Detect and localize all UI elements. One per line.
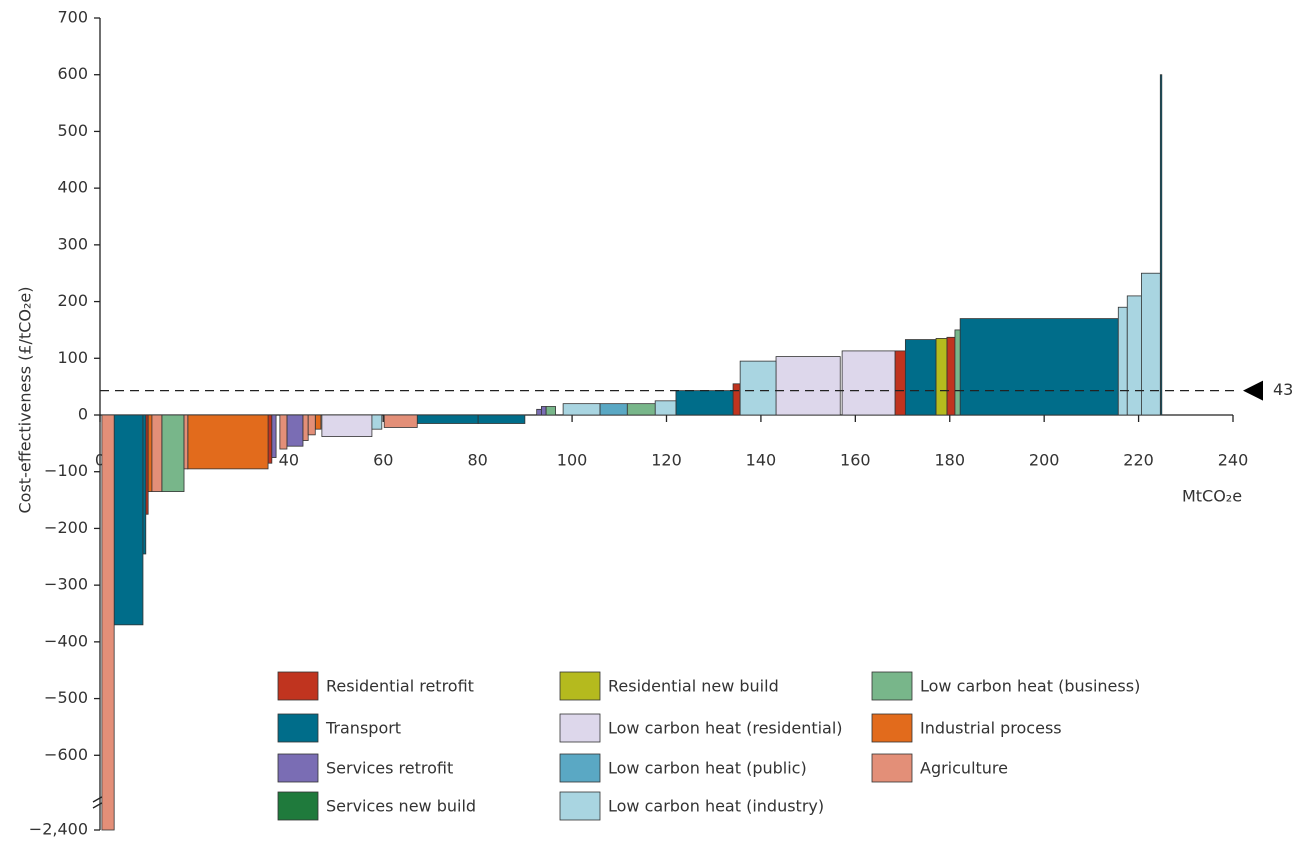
bar <box>675 390 734 416</box>
legend-label: Services new build <box>326 797 476 816</box>
bar <box>267 414 273 464</box>
x-tick-label: 140 <box>746 451 777 470</box>
bar <box>1117 306 1128 416</box>
legend-swatch <box>277 713 319 743</box>
x-tick-label: 0 <box>95 451 105 470</box>
legend-swatch <box>277 671 319 701</box>
legend-label: Transport <box>325 719 401 738</box>
x-tick-label: 160 <box>840 451 871 470</box>
legend-swatch <box>559 713 601 743</box>
bar <box>383 414 418 428</box>
bar <box>904 339 937 416</box>
bar <box>626 403 656 416</box>
bar <box>946 336 956 416</box>
bar <box>147 414 153 492</box>
legend-label: Industrial process <box>920 719 1062 738</box>
legend-label: Low carbon heat (public) <box>608 759 807 778</box>
y-tick-label: 400 <box>57 178 88 197</box>
bar <box>775 356 841 416</box>
x-tick-label: 120 <box>651 451 682 470</box>
bar <box>545 406 556 416</box>
legend-label: Agriculture <box>920 759 1008 778</box>
x-tick-label: 220 <box>1123 451 1154 470</box>
bar <box>307 414 316 436</box>
bar <box>732 383 741 416</box>
y-tick-label: 300 <box>57 234 88 253</box>
x-tick-label: 60 <box>373 451 393 470</box>
y-tick-label: −500 <box>44 688 88 707</box>
legend-label: Residential retrofit <box>326 677 474 696</box>
bar <box>1141 272 1161 416</box>
bar <box>1126 295 1142 416</box>
threshold-label: 43 <box>1273 380 1293 399</box>
bar <box>271 414 277 458</box>
bar <box>321 414 373 437</box>
bar <box>161 414 185 492</box>
y-tick-label: −2,400 <box>29 820 88 839</box>
y-tick-label: −600 <box>44 745 88 764</box>
legend-swatch <box>559 791 601 821</box>
bar <box>286 414 304 447</box>
bar <box>151 414 163 492</box>
legend-label: Low carbon heat (business) <box>920 677 1140 696</box>
y-tick-label: 0 <box>78 405 88 424</box>
x-tick-label: 180 <box>934 451 965 470</box>
y-tick-label: 100 <box>57 348 88 367</box>
y-tick-label: 600 <box>57 64 88 83</box>
bar <box>416 414 479 424</box>
bar <box>142 414 147 555</box>
y-tick-label: −100 <box>44 461 88 480</box>
y-tick-label: −200 <box>44 518 88 537</box>
bar <box>654 400 677 416</box>
bar <box>599 403 628 416</box>
legend-label: Low carbon heat (residential) <box>608 719 843 738</box>
y-tick-label: 700 <box>57 8 88 27</box>
y-tick-label: 500 <box>57 121 88 140</box>
bar <box>279 414 288 450</box>
bar <box>536 408 542 416</box>
bar <box>954 329 961 416</box>
bar <box>371 414 383 430</box>
bar <box>1159 74 1163 416</box>
x-tick-label: 100 <box>557 451 588 470</box>
x-tick-label: 40 <box>279 451 299 470</box>
bar <box>314 414 322 430</box>
legend-swatch <box>559 671 601 701</box>
bar <box>302 414 309 441</box>
legend-swatch <box>871 753 913 783</box>
y-tick-label: 200 <box>57 291 88 310</box>
bar <box>959 318 1119 416</box>
y-tick-label: −300 <box>44 575 88 594</box>
legend-swatch <box>277 753 319 783</box>
bar <box>935 338 948 416</box>
bar <box>113 414 144 626</box>
bar <box>894 350 906 416</box>
bar <box>841 350 896 416</box>
bar <box>101 414 115 831</box>
bar <box>562 403 601 416</box>
x-tick-label: 200 <box>1029 451 1060 470</box>
legend-swatch <box>277 791 319 821</box>
legend-label: Residential new build <box>608 677 779 696</box>
legend-label: Services retrofit <box>326 759 453 778</box>
x-axis-title: MtCO₂e <box>1182 487 1242 506</box>
y-tick-label: −400 <box>44 631 88 650</box>
legend-label: Low carbon heat (industry) <box>608 797 824 816</box>
legend-swatch <box>559 753 601 783</box>
legend-swatch <box>871 713 913 743</box>
bar <box>540 406 547 416</box>
bar <box>477 414 526 424</box>
bar <box>739 360 777 416</box>
threshold-marker <box>1243 380 1263 401</box>
x-tick-label: 240 <box>1218 451 1249 470</box>
y-axis-title: Cost-effectiveness (£/tCO₂e) <box>16 287 35 514</box>
bar <box>183 414 189 470</box>
x-tick-label: 80 <box>467 451 487 470</box>
bar <box>187 414 269 470</box>
legend-swatch <box>871 671 913 701</box>
